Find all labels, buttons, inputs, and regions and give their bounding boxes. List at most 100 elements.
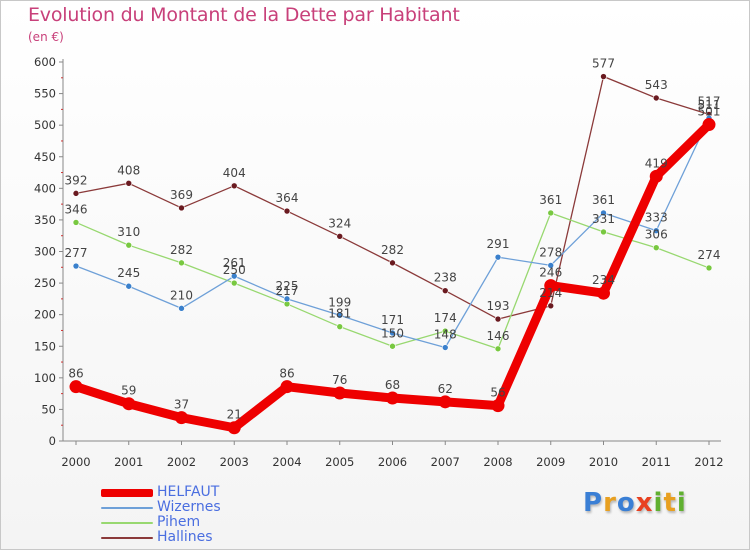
data-point [72, 190, 80, 197]
data-label: 59 [121, 384, 136, 398]
data-point [122, 397, 136, 411]
x-tick-label: 2002 [167, 455, 196, 469]
data-label: 148 [434, 328, 457, 342]
data-point [494, 345, 502, 353]
data-label: 291 [487, 237, 510, 251]
data-point [547, 262, 555, 269]
y-tick-label: 250 [34, 276, 56, 290]
x-tick-label: 2000 [61, 455, 90, 469]
y-tick-label: 350 [34, 213, 56, 227]
data-label: 261 [223, 256, 246, 270]
data-point [389, 259, 396, 267]
y-tick-label: 0 [49, 434, 56, 448]
data-point [600, 73, 607, 80]
logo-letter: i [676, 488, 687, 518]
data-label: 193 [487, 299, 510, 313]
legend-swatch [101, 489, 153, 497]
x-tick-label: 2012 [694, 455, 723, 469]
data-point [178, 259, 185, 267]
data-label: 364 [276, 191, 299, 205]
data-label: 21 [227, 408, 242, 422]
data-point [652, 244, 660, 252]
data-label: 392 [65, 173, 88, 187]
logo-letter: o [616, 488, 636, 518]
data-label: 250 [223, 263, 246, 277]
legend-label: HELFAUT [157, 484, 220, 500]
legend-item-helfaut: HELFAUT [101, 485, 351, 500]
x-tick-label: 2007 [431, 455, 460, 469]
data-point [389, 342, 396, 350]
data-point [494, 315, 502, 323]
data-label: 361 [592, 193, 615, 207]
data-label: 238 [434, 271, 457, 285]
data-point [336, 323, 344, 330]
y-tick-label: 150 [34, 339, 56, 353]
data-label: 282 [381, 243, 404, 257]
data-point [386, 391, 399, 405]
data-point [230, 279, 238, 287]
data-point [280, 380, 294, 394]
data-label: 324 [328, 216, 351, 230]
data-label: 62 [438, 382, 453, 396]
data-label: 369 [170, 188, 193, 202]
legend: HELFAUT Wizernes Pihem Hallines [101, 485, 351, 545]
logo-letter: P [583, 488, 604, 518]
logo-letter: x [635, 488, 654, 518]
data-point [336, 233, 344, 240]
data-label: 346 [65, 202, 88, 216]
data-point [230, 272, 238, 280]
y-tick-label: 450 [34, 150, 56, 164]
x-tick-label: 2005 [325, 455, 354, 469]
data-point [441, 344, 449, 351]
y-tick-label: 300 [34, 245, 56, 259]
x-tick-label: 2011 [642, 455, 671, 469]
data-label: 86 [279, 367, 294, 381]
data-label: 56 [490, 386, 505, 400]
data-label: 210 [170, 288, 193, 302]
data-label: 274 [698, 248, 721, 262]
data-point [649, 169, 663, 183]
data-point [547, 302, 555, 310]
data-point [175, 411, 188, 425]
data-label: 171 [381, 313, 404, 327]
data-label: 199 [328, 295, 351, 309]
data-label: 214 [539, 286, 562, 300]
data-label: 333 [645, 211, 668, 225]
chart-title: Evolution du Montant de la Dette par Hab… [28, 4, 460, 26]
legend-swatch [101, 507, 153, 509]
x-tick-label: 2001 [114, 455, 143, 469]
data-label: 86 [68, 367, 83, 381]
data-point [125, 241, 133, 249]
data-label: 408 [117, 163, 140, 177]
data-label: 150 [381, 326, 404, 340]
data-point [600, 209, 607, 217]
data-point [72, 262, 80, 270]
data-label: 517 [698, 94, 721, 108]
legend-label: Hallines [157, 529, 213, 545]
legend-item-pihem: Pihem [101, 515, 351, 530]
data-label: 501 [698, 105, 721, 119]
data-point [652, 94, 660, 102]
data-point [283, 207, 291, 215]
x-tick-label: 2003 [220, 455, 249, 469]
data-label: 217 [276, 284, 299, 298]
y-tick-label: 100 [34, 371, 56, 385]
logo-letter: i [653, 488, 664, 518]
data-label: 174 [434, 311, 457, 325]
data-point [652, 227, 660, 234]
legend-swatch [101, 522, 153, 524]
data-point [547, 209, 555, 217]
legend-item-wizernes: Wizernes [101, 500, 351, 515]
data-label: 76 [332, 373, 347, 387]
y-tick-label: 200 [34, 308, 56, 322]
data-point [125, 179, 133, 187]
data-label: 234 [592, 273, 615, 287]
data-point [438, 395, 452, 409]
x-tick-label: 2006 [378, 455, 407, 469]
data-label: 37 [174, 398, 189, 412]
y-tick-label: 400 [34, 181, 56, 195]
x-tick-label: 2004 [272, 455, 301, 469]
data-point [389, 329, 396, 337]
